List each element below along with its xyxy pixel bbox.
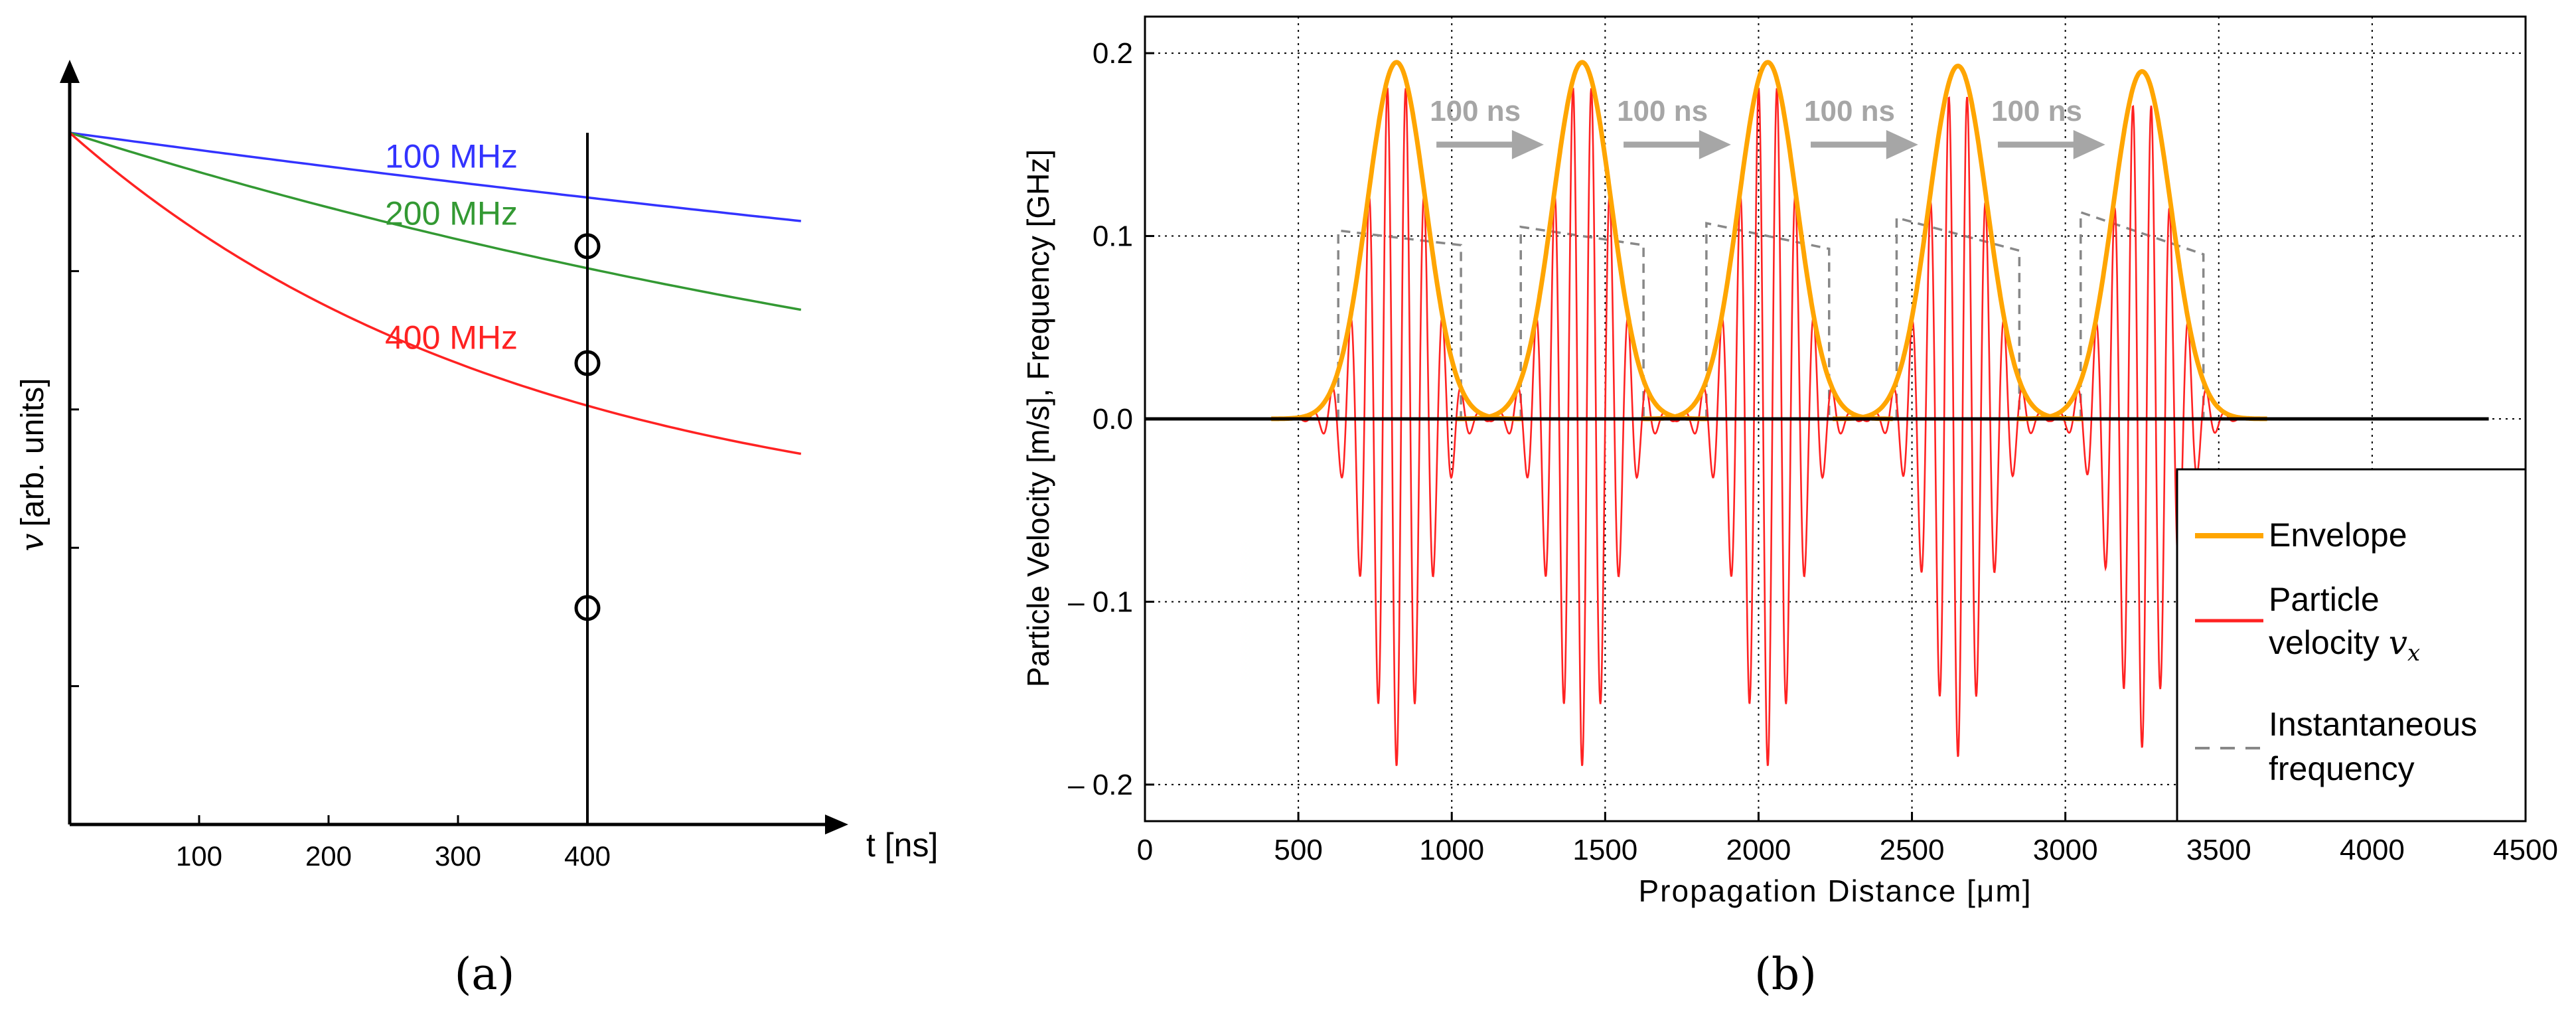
delay-arrow-head-2 (1699, 129, 1731, 159)
frequency-pulse-4 (1895, 216, 2021, 419)
legend: Envelope Particle velocity vx Instantaneou… (2176, 468, 2527, 822)
envelope-pulse-1 (1271, 60, 1522, 422)
y-tick-label-3: 0.0 (1093, 403, 1133, 435)
decay-curves (68, 131, 802, 455)
x-axis-arrowhead (825, 815, 848, 834)
delay-arrow-head-1 (1511, 129, 1544, 159)
x-tick-label-4000: 4000 (2340, 834, 2405, 866)
panel-a-ticks: 100 200 300 400 (70, 270, 611, 872)
marker-circle-2 (574, 350, 601, 376)
frequency-pulse-2 (1519, 225, 1645, 419)
envelope-pulse-5 (2016, 69, 2267, 422)
series-label-3: 400 MHz (385, 319, 518, 356)
marker-circle-1 (574, 233, 601, 260)
x-tick-label-100: 100 (176, 840, 222, 872)
marker-circle-3 (574, 595, 601, 621)
y-tick-label-2: – 0.1 (1068, 586, 1133, 618)
x-axis-label: t [ns] (866, 826, 938, 864)
panel-b-pulse-chart: 100 ns 100 ns 100 ns 100 ns 0 500 1000 1500 200… (1021, 15, 2558, 1000)
x-tick-label-300: 300 (435, 840, 481, 872)
x-tick-label-200: 200 (305, 840, 352, 872)
series-labels: 100 MHz 200 MHz 400 MHz (385, 138, 518, 356)
x-tick-label-2500: 2500 (1880, 834, 1945, 866)
legend-frequency-label: Instantaneous frequency (2269, 706, 2477, 787)
time-delay-annotations: 100 ns 100 ns 100 ns 100 ns (1430, 95, 2105, 159)
panel-b-ticks: 0 500 1000 1500 2000 2500 3000 3500 4000 4500 – 0.… (1068, 37, 2558, 866)
panel-a-decay-chart: 100 200 300 400 100 MHz 200 MHz 400 MHz t [ns… (14, 60, 938, 1000)
panel-a-axes (60, 60, 848, 834)
series-label-1: 100 MHz (385, 138, 518, 175)
panel-b-caption: (b) (1754, 949, 1817, 1000)
legend-box (2176, 468, 2527, 822)
x-tick-label-1000: 1000 (1419, 834, 1484, 866)
frequency-pulse-1 (1337, 229, 1462, 419)
delay-label-1: 100 ns (1430, 95, 1521, 127)
x-tick-label-2000: 2000 (1726, 834, 1791, 866)
y-axis-label: Particle Velocity [m/s], Frequency [GHz] (1021, 149, 1055, 687)
y-axis-label: v [arb. units] (14, 378, 51, 551)
envelope-pulse-3 (1642, 60, 1893, 422)
frequency-pulse-3 (1705, 222, 1831, 419)
x-tick-label-400: 400 (564, 840, 611, 872)
series-line-3 (68, 131, 802, 455)
legend-envelope-label: Envelope (2269, 516, 2407, 554)
panel-a-caption: (a) (455, 949, 515, 1000)
y-tick-label-1: – 0.2 (1068, 769, 1133, 801)
x-tick-label-3500: 3500 (2186, 834, 2251, 866)
x-tick-label-3000: 3000 (2033, 834, 2098, 866)
legend-velocity-label: Particle velocity vx (2269, 581, 2420, 666)
marker-circles (574, 233, 601, 621)
delay-label-4: 100 ns (1991, 95, 2082, 127)
series-line-2 (69, 131, 802, 311)
envelope-series (1271, 60, 2267, 422)
x-tick-label-4500: 4500 (2493, 834, 2558, 866)
envelope-pulse-4 (1833, 63, 2084, 422)
x-tick-label-1500: 1500 (1572, 834, 1637, 866)
delay-label-2: 100 ns (1617, 95, 1708, 127)
delay-arrow-head-3 (1886, 129, 1918, 159)
y-axis-arrowhead (60, 60, 80, 83)
x-tick-label-500: 500 (1274, 834, 1322, 866)
y-tick-label-4: 0.1 (1093, 220, 1133, 253)
series-label-2: 200 MHz (385, 195, 518, 232)
y-axis-symbol: v (14, 533, 51, 551)
x-tick-label-0: 0 (1137, 834, 1153, 866)
instantaneous-frequency-series (1337, 210, 2205, 419)
delay-arrow-head-4 (2073, 129, 2105, 159)
y-tick-label-5: 0.2 (1093, 37, 1133, 70)
x-axis-label: Propagation Distance [μm] (1639, 874, 2032, 908)
series-line-1 (69, 131, 801, 222)
envelope-pulse-2 (1456, 60, 1707, 422)
delay-label-3: 100 ns (1804, 95, 1895, 127)
frequency-pulse-5 (2080, 210, 2205, 419)
y-axis-units: [arb. units] (15, 378, 50, 526)
